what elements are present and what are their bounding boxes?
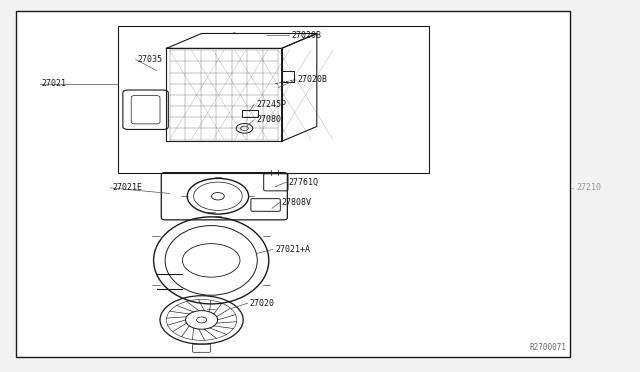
Bar (118, 26, 429, 173)
Text: 27210: 27210 (576, 183, 601, 192)
Text: 27021: 27021 (42, 79, 67, 88)
Text: 27020B: 27020B (291, 31, 321, 40)
Text: 27080: 27080 (256, 115, 281, 124)
Text: 27245P: 27245P (256, 100, 286, 109)
Text: 27035: 27035 (138, 55, 163, 64)
Text: 27021E: 27021E (112, 183, 142, 192)
Text: 27020: 27020 (250, 299, 275, 308)
Text: 27808V: 27808V (282, 198, 312, 207)
Text: R2700071: R2700071 (529, 343, 566, 352)
Text: 27021+A: 27021+A (275, 245, 310, 254)
Text: 27761Q: 27761Q (288, 178, 318, 187)
Bar (242, 110, 258, 117)
Bar (16, 11, 570, 357)
Text: 27020B: 27020B (298, 76, 328, 84)
